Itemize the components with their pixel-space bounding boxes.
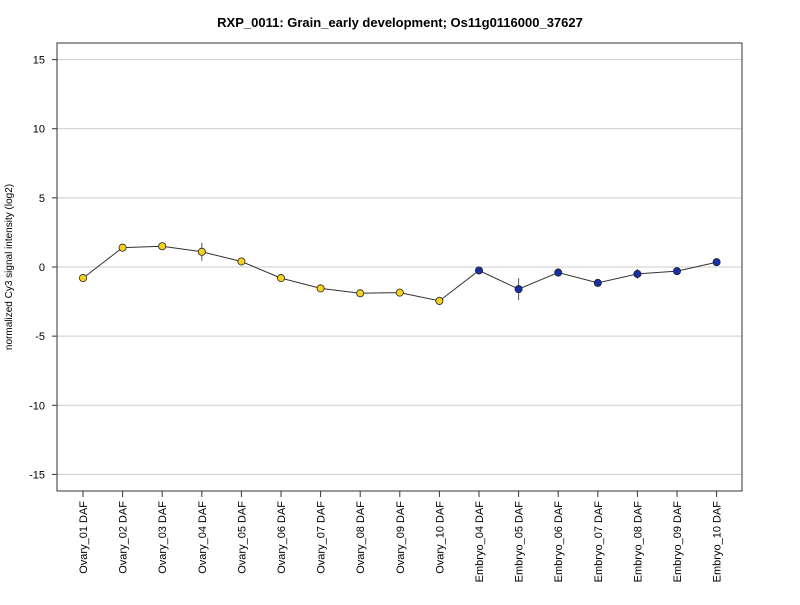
x-tick-label: Ovary_07 DAF	[316, 501, 328, 574]
x-tick-label: Ovary_04 DAF	[197, 501, 209, 574]
data-point	[79, 274, 88, 283]
x-tick-label: Ovary_10 DAF	[434, 501, 446, 574]
x-tick-label: Embryo_04 DAF	[474, 501, 486, 583]
x-tick-label: Embryo_09 DAF	[672, 501, 684, 583]
y-axis-ticks: 15 10 5 0 -5 -10 -15	[29, 55, 57, 481]
data-point	[633, 269, 642, 278]
data-point	[435, 296, 444, 305]
data-points	[79, 242, 721, 305]
x-tick-label: Embryo_06 DAF	[553, 501, 565, 583]
data-point	[237, 257, 246, 266]
data-point	[474, 266, 483, 275]
data-point	[514, 285, 523, 294]
x-tick-label: Ovary_08 DAF	[355, 501, 367, 574]
x-tick-label: Ovary_06 DAF	[276, 501, 288, 574]
x-tick-label: Ovary_09 DAF	[395, 501, 407, 574]
y-tick-label: -5	[35, 331, 45, 343]
data-point	[395, 288, 404, 297]
x-tick-label: Ovary_05 DAF	[236, 501, 248, 574]
data-point	[316, 284, 325, 293]
x-tick-label: Embryo_05 DAF	[514, 501, 526, 583]
y-axis-label: normalized Cy3 signal intensity (log2)	[4, 184, 15, 350]
data-point	[712, 258, 721, 267]
y-tick-label: -15	[29, 469, 45, 481]
x-axis-ticks: Ovary_01 DAF Ovary_02 DAF Ovary_03 DAF Ovar…	[78, 491, 724, 582]
data-point	[276, 274, 285, 283]
x-tick-label: Ovary_03 DAF	[157, 501, 169, 574]
x-tick-label: Ovary_01 DAF	[78, 501, 90, 574]
y-tick-label: 0	[39, 262, 45, 274]
grid-lines	[57, 59, 742, 475]
data-point	[197, 247, 206, 256]
y-tick-label: 15	[33, 55, 45, 67]
y-tick-label: 5	[39, 193, 45, 205]
x-tick-label: Ovary_02 DAF	[118, 501, 130, 574]
data-point	[593, 278, 602, 287]
x-tick-label: Embryo_07 DAF	[593, 501, 605, 583]
y-tick-label: -10	[29, 400, 45, 412]
plot-frame	[56, 42, 743, 492]
data-point	[118, 243, 127, 252]
y-tick-label: 10	[33, 124, 45, 136]
x-tick-label: Embryo_08 DAF	[632, 501, 644, 583]
x-tick-label: Embryo_10 DAF	[712, 501, 724, 583]
data-point	[158, 242, 167, 251]
data-point	[673, 267, 682, 276]
chart-title: RXP_0011: Grain_early development; Os11g…	[217, 15, 583, 30]
data-point	[356, 289, 365, 298]
data-point	[554, 268, 563, 277]
